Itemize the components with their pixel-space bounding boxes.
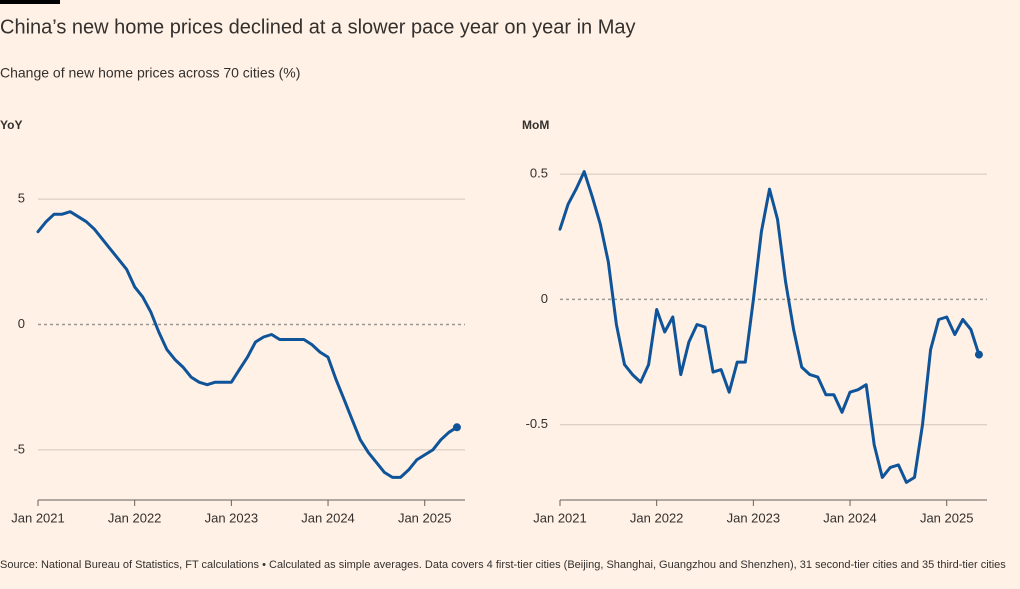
x-tick-label: Jan 2022 <box>108 510 162 525</box>
line <box>36 210 459 479</box>
end-point <box>452 423 461 432</box>
end-point <box>974 350 983 359</box>
y-tick-label: 0.5 <box>530 166 548 181</box>
panel-title: YoY <box>0 118 22 132</box>
source-box: Source: National Bureau of Statistics, F… <box>0 559 1006 571</box>
y-tick-label: -0.5 <box>526 416 548 431</box>
x-tick-label: Jan 2021 <box>533 510 587 525</box>
y-tick-label: -5 <box>13 441 25 456</box>
x-tick-label: Jan 2023 <box>727 510 781 525</box>
x-tick-label: Jan 2025 <box>398 510 452 525</box>
x-tick-label: Jan 2023 <box>205 510 259 525</box>
line <box>558 170 981 484</box>
y-tick-label: 0 <box>541 291 548 306</box>
panel-title: MoM <box>522 118 549 132</box>
x-tick-label: Jan 2021 <box>11 510 65 525</box>
x-tick-label: Jan 2022 <box>630 510 684 525</box>
y-tick-label: 0 <box>18 316 25 331</box>
chart-title: China’s new home prices declined at a sl… <box>0 16 636 38</box>
chart-subtitle: Change of new home prices across 70 citi… <box>0 65 300 81</box>
brand-bar <box>0 0 60 4</box>
x-tick-label: Jan 2024 <box>301 510 355 525</box>
x-tick-label: Jan 2024 <box>823 510 877 525</box>
x-tick-label: Jan 2025 <box>920 510 974 525</box>
y-tick-label: 5 <box>18 191 25 206</box>
source: Source: National Bureau of Statistics, F… <box>0 559 1006 571</box>
